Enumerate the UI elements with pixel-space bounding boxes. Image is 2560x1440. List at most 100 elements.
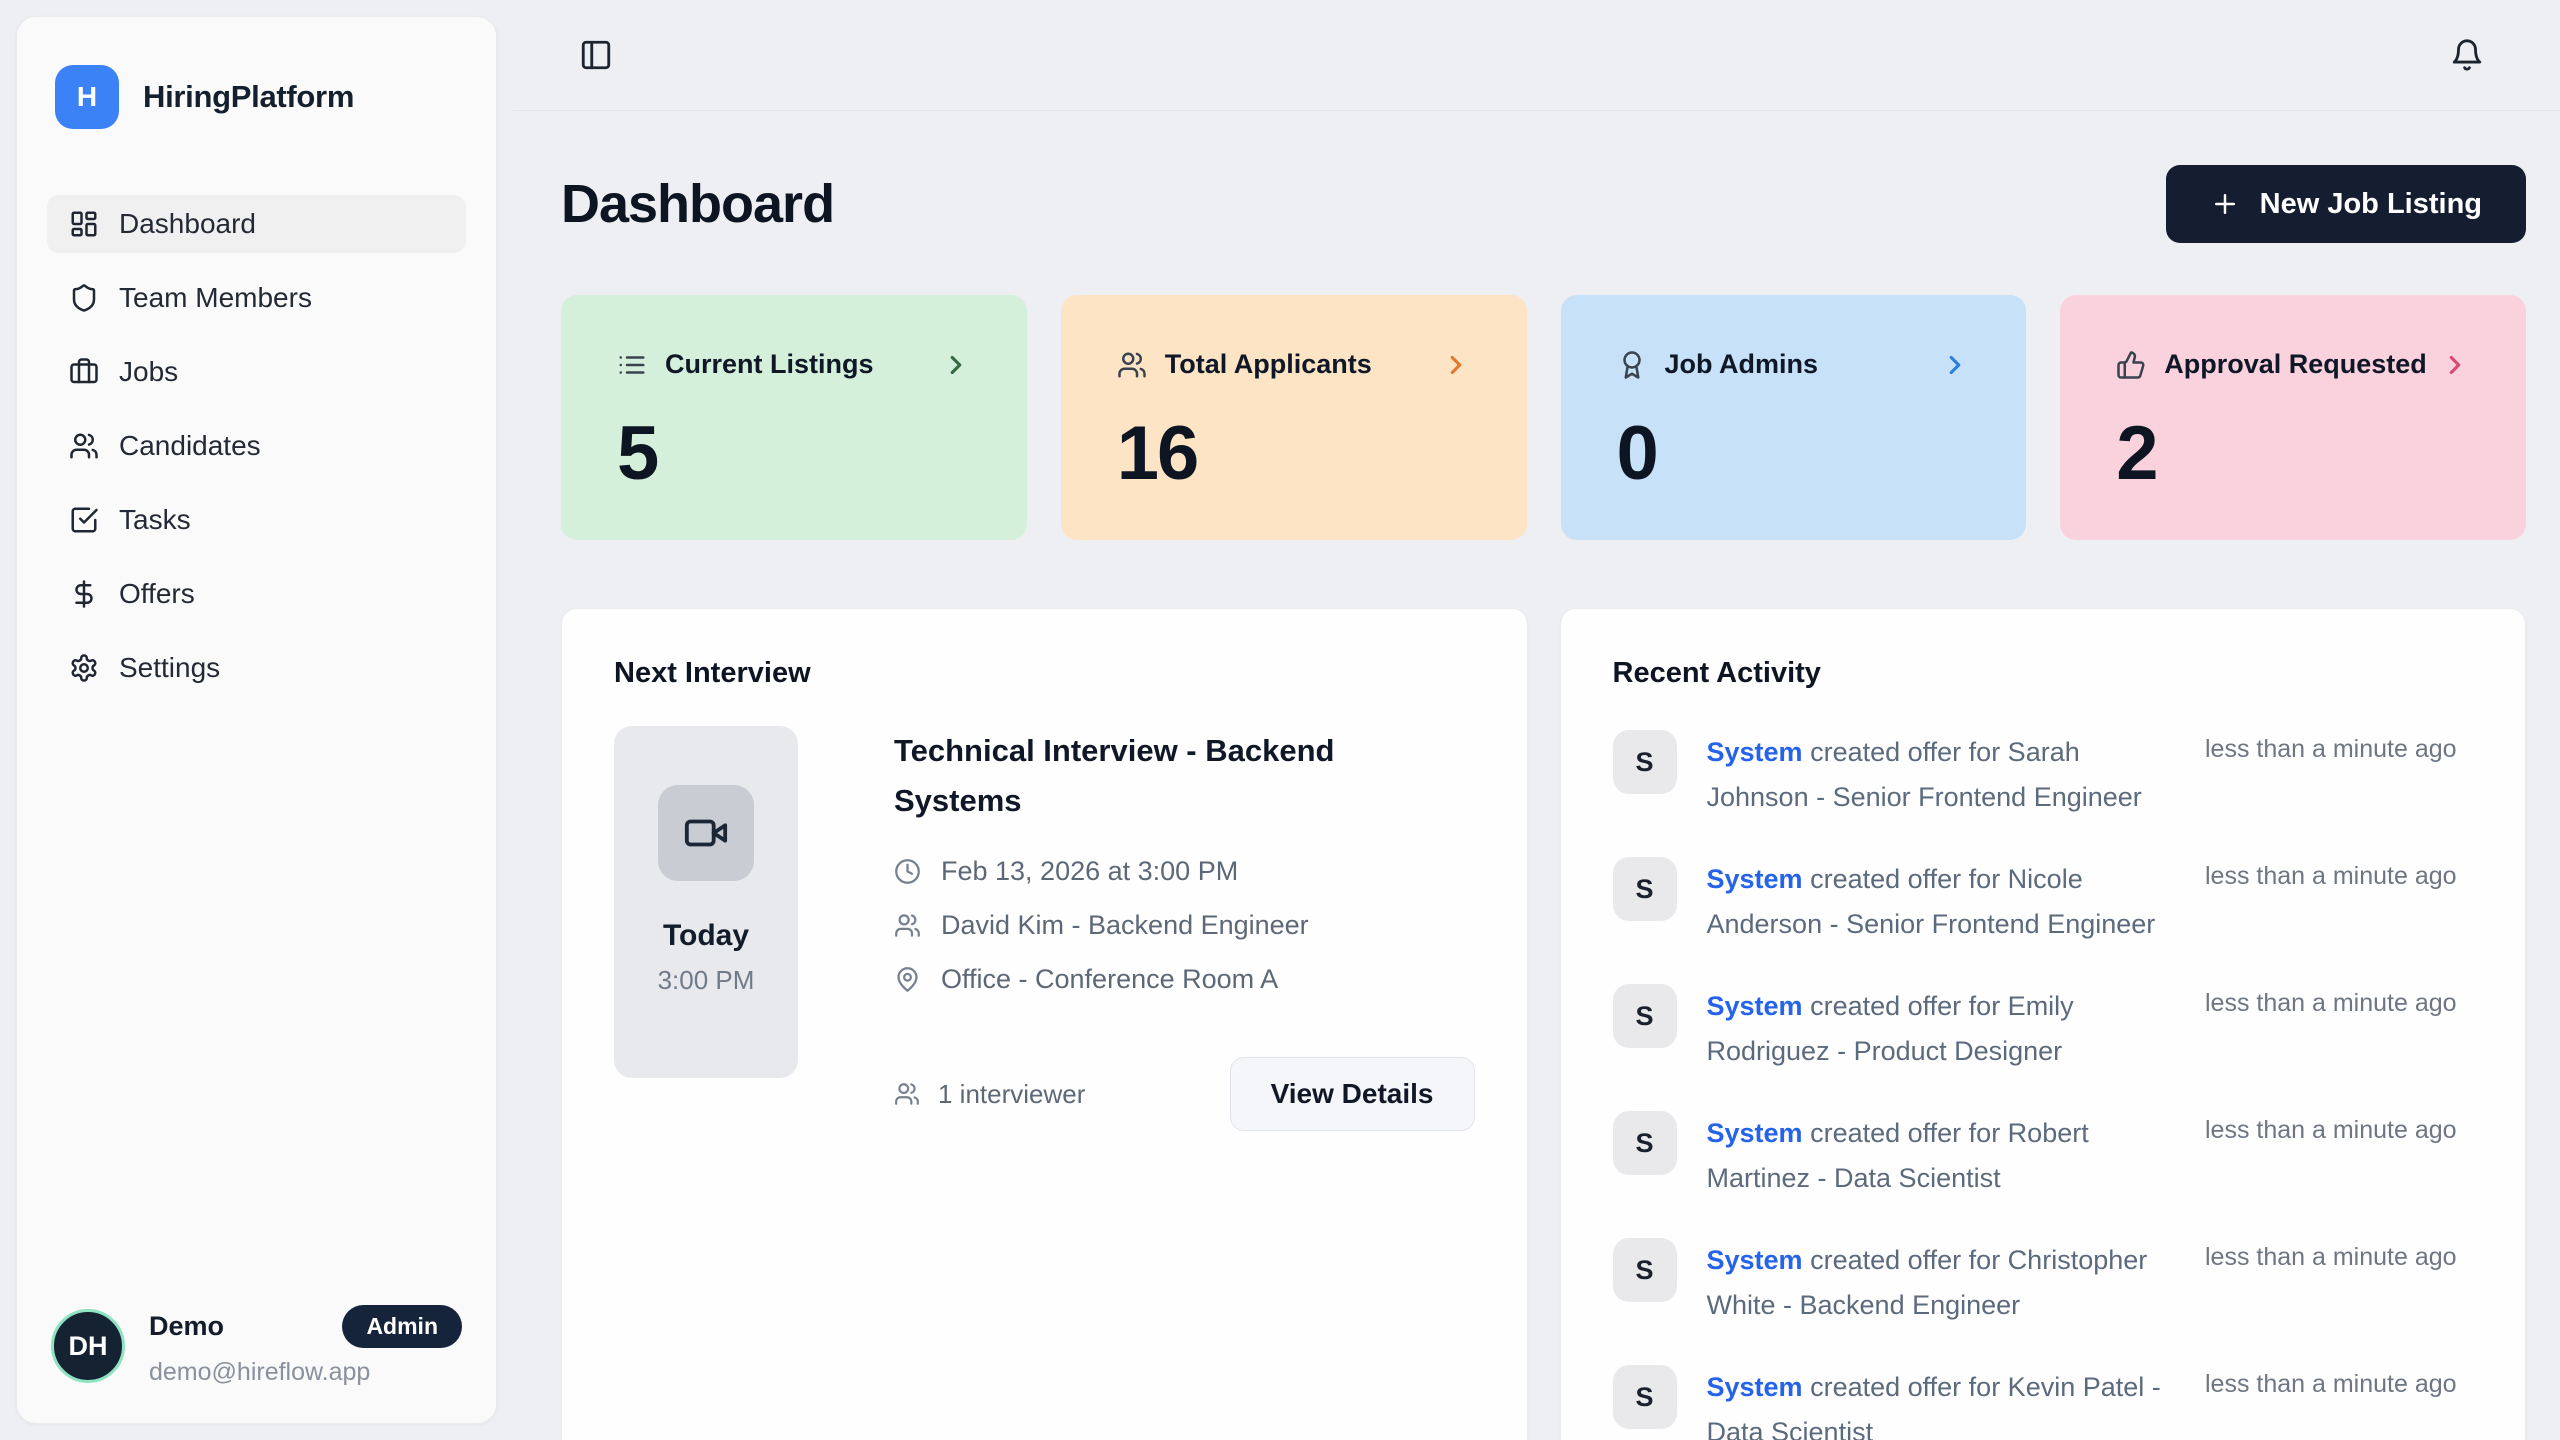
sidebar-item-label: Team Members [119, 282, 312, 313]
main-content: Dashboard New Job Listing Current Listin… [513, 111, 2560, 1440]
interviewer-count: 1 interviewer [894, 1079, 1085, 1110]
brand-initial: H [76, 81, 98, 112]
users-icon [894, 912, 921, 939]
view-details-button[interactable]: View Details [1229, 1057, 1475, 1131]
activity-avatar: S [1612, 984, 1677, 1048]
user-profile[interactable]: DH Demo Admin demo@hireflow.app [47, 1305, 466, 1387]
activity-timestamp: less than a minute ago [2205, 1370, 2457, 1398]
user-email: demo@hireflow.app [149, 1358, 371, 1386]
stat-value: 16 [1116, 411, 1200, 496]
gear-icon [69, 653, 99, 683]
activity-item: S System created offer for Emily Rodrigu… [1612, 984, 2474, 1074]
video-camera-icon [658, 784, 754, 881]
sidebar-item-settings[interactable]: Settings [47, 639, 466, 697]
sidebar-item-team-members[interactable]: Team Members [47, 269, 466, 327]
shield-icon [69, 283, 99, 313]
dashboard-icon [69, 209, 99, 239]
new-job-listing-label: New Job Listing [2259, 187, 2482, 220]
stat-value: 0 [1616, 411, 1659, 496]
activity-avatar: S [1612, 1238, 1677, 1302]
interview-datetime-row: Feb 13, 2026 at 3:00 PM [894, 856, 1475, 887]
recent-activity-title: Recent Activity [1612, 657, 1821, 689]
interview-date-tile: Today 3:00 PM [614, 726, 798, 1078]
list-icon [617, 350, 647, 380]
chevron-right-icon [2440, 350, 2470, 380]
stat-card-current-listings[interactable]: Current Listings 5 [561, 295, 1027, 540]
interviewer-count-label: 1 interviewer [938, 1078, 1086, 1109]
sidebar-nav: Dashboard Team Members Jobs Candidates T… [47, 195, 466, 697]
activity-item: S System created offer for Kevin Patel -… [1612, 1365, 2474, 1440]
activity-actor[interactable]: System [1706, 1118, 1803, 1148]
activity-description: created offer for Nicole Anderson - Seni… [1706, 864, 2156, 939]
sidebar-item-offers[interactable]: Offers [47, 565, 466, 623]
interview-datetime: Feb 13, 2026 at 3:00 PM [941, 856, 1239, 886]
activity-item: S System created offer for Christopher W… [1612, 1238, 2474, 1328]
briefcase-icon [69, 357, 99, 387]
activity-text: System created offer for Kevin Patel - D… [1707, 1365, 2182, 1440]
activity-avatar: S [1612, 857, 1677, 921]
new-job-listing-button[interactable]: New Job Listing [2165, 165, 2526, 243]
avatar: DH [51, 1309, 125, 1383]
activity-timestamp: less than a minute ago [2205, 1243, 2457, 1271]
interview-title: Technical Interview - Backend Systems [894, 733, 1335, 818]
clock-icon [894, 858, 921, 885]
stat-card-total-applicants[interactable]: Total Applicants 16 [1060, 295, 1527, 540]
activity-text: System created offer for Emily Rodriguez… [1707, 984, 2182, 1074]
activity-item: S System created offer for Nicole Anders… [1612, 857, 2474, 947]
sidebar-item-label: Jobs [119, 356, 179, 387]
activity-actor[interactable]: System [1706, 737, 1803, 767]
activity-timestamp: less than a minute ago [2205, 862, 2457, 890]
stat-label: Approval Requested [2164, 349, 2427, 379]
activity-item: S System created offer for Sarah Johnson… [1612, 730, 2474, 820]
activity-avatar: S [1612, 730, 1677, 794]
sidebar-item-dashboard[interactable]: Dashboard [47, 195, 466, 253]
next-interview-panel: Next Interview Today 3:00 PM Technical I… [561, 608, 1528, 1440]
sidebar-item-label: Settings [119, 652, 221, 683]
activity-actor[interactable]: System [1706, 864, 1803, 894]
sidebar-toggle-button[interactable] [575, 34, 617, 76]
activity-text: System created offer for Sarah Johnson -… [1707, 730, 2182, 820]
next-interview-title: Next Interview [614, 657, 811, 689]
users-icon [894, 1081, 920, 1107]
sidebar-item-label: Tasks [119, 504, 191, 535]
sidebar-item-tasks[interactable]: Tasks [47, 491, 466, 549]
activity-avatar: S [1612, 1111, 1677, 1175]
activity-actor[interactable]: System [1706, 1372, 1803, 1402]
activity-timestamp: less than a minute ago [2205, 1116, 2457, 1144]
recent-activity-panel: Recent Activity S System created offer f… [1559, 608, 2526, 1440]
notifications-button[interactable] [2446, 34, 2488, 76]
sidebar-item-candidates[interactable]: Candidates [47, 417, 466, 475]
activity-avatar: S [1612, 1365, 1677, 1429]
chevron-right-icon [941, 350, 971, 380]
user-name: Demo [149, 1311, 225, 1341]
bell-icon [2450, 38, 2484, 72]
activity-item: S System created offer for Robert Martin… [1612, 1111, 2474, 1201]
stats-row: Current Listings 5 Total Applicants 16 [561, 295, 2526, 540]
stat-card-approval-requested[interactable]: Approval Requested 2 [2060, 295, 2526, 540]
sidebar-item-label: Dashboard [119, 208, 256, 239]
brand: H HiringPlatform [47, 65, 466, 129]
interview-person: David Kim - Backend Engineer [941, 910, 1309, 940]
activity-actor[interactable]: System [1706, 991, 1803, 1021]
activity-text: System created offer for Robert Martinez… [1707, 1111, 2182, 1201]
activity-description: created offer for Sarah Johnson - Senior… [1706, 737, 2142, 812]
sidebar-item-label: Candidates [119, 430, 261, 461]
stat-label: Total Applicants [1164, 349, 1372, 379]
sidebar-item-jobs[interactable]: Jobs [47, 343, 466, 401]
stat-card-job-admins[interactable]: Job Admins 0 [1560, 295, 2027, 540]
sidebar-item-label: Offers [119, 578, 195, 609]
stat-value: 5 [617, 411, 659, 496]
interview-location: Office - Conference Room A [941, 964, 1279, 994]
award-icon [1617, 350, 1647, 380]
topbar [513, 0, 2560, 111]
stat-label: Current Listings [665, 349, 874, 379]
role-badge: Admin [342, 1305, 462, 1348]
map-pin-icon [894, 966, 921, 993]
activity-list: S System created offer for Sarah Johnson… [1612, 730, 2474, 1440]
activity-description: created offer for Kevin Patel - Data Sci… [1706, 1372, 2161, 1440]
activity-actor[interactable]: System [1706, 1245, 1803, 1275]
users-icon [1117, 350, 1147, 380]
activity-timestamp: less than a minute ago [2205, 735, 2457, 763]
thumbs-up-icon [2116, 350, 2146, 380]
dollar-icon [69, 579, 99, 609]
